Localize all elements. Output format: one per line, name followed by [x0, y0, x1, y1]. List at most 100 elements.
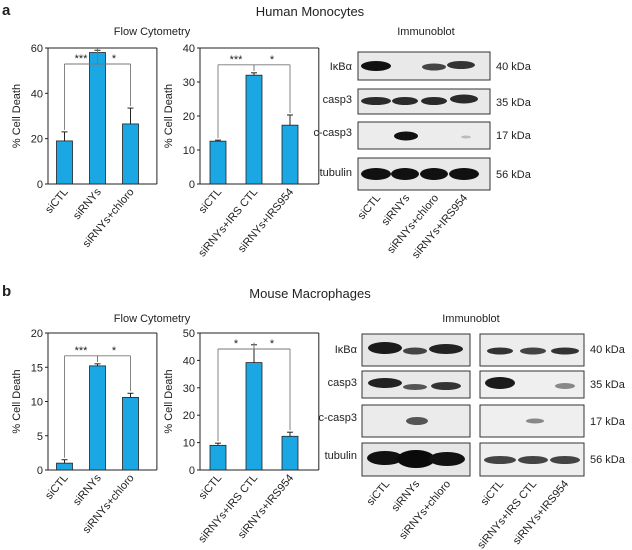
- blot-band: [520, 347, 546, 355]
- blot-band: [447, 61, 475, 69]
- blot-band: [361, 97, 391, 105]
- kda-label: 40 kDa: [496, 61, 532, 73]
- panel-b-flow-title: Flow Cytometry: [114, 313, 191, 325]
- kda-label: 17 kDa: [496, 130, 532, 142]
- blot-a-row-label: c-casp3: [313, 127, 352, 139]
- blot-strip: [479, 404, 585, 438]
- x-tick-label: siCTL: [43, 186, 71, 216]
- y-axis-label: % Cell Death: [163, 369, 175, 433]
- blot-lane-label: siRNYs+IRS954: [511, 478, 571, 547]
- kda-label: 35 kDa: [590, 379, 626, 391]
- blot-band: [429, 344, 463, 354]
- blot-band: [403, 384, 427, 390]
- blot-band: [361, 168, 391, 180]
- blot-band: [429, 452, 465, 466]
- blot-b: IκBα casp3 c-casp3 tubulin 4: [318, 333, 626, 550]
- x-tick-label: siCTL: [43, 472, 71, 502]
- blot-band: [555, 383, 575, 389]
- y-tick-label: 0: [189, 465, 195, 477]
- y-tick-label: 20: [31, 328, 43, 340]
- y-tick-label: 60: [31, 43, 43, 55]
- y-axis-label: % Cell Death: [11, 369, 23, 433]
- blot-strip: [361, 404, 471, 438]
- panel-a-blot-title: Immunoblot: [397, 26, 454, 38]
- panel-a-title: Human Monocytes: [256, 4, 365, 19]
- sig-label: *: [270, 54, 275, 66]
- blot-b-row-label: IκBα: [335, 344, 358, 356]
- bar: [56, 140, 73, 185]
- bar: [122, 396, 139, 471]
- bar: [56, 462, 73, 471]
- x-tick-label: siRNYs: [71, 472, 104, 508]
- sig-label: *: [112, 53, 117, 65]
- y-tick-label: 50: [183, 328, 195, 340]
- blot-b-row-label: casp3: [328, 377, 357, 389]
- y-tick-label: 10: [183, 438, 195, 450]
- blot-band: [403, 347, 427, 355]
- blot-band: [484, 456, 516, 464]
- blot-a-row-label: casp3: [323, 94, 352, 106]
- blot-band: [361, 61, 391, 71]
- sig-label: ***: [75, 345, 89, 357]
- bar: [122, 123, 139, 185]
- blot-b-row-label: tubulin: [325, 450, 357, 462]
- kda-label: 35 kDa: [496, 97, 532, 109]
- blot-a-row-label: IκBα: [330, 61, 353, 73]
- y-tick-label: 0: [37, 179, 43, 191]
- blot-a-row-label: tubulin: [320, 167, 352, 179]
- blot-band: [420, 168, 448, 180]
- sig-label: ***: [75, 53, 89, 65]
- blot-band: [526, 418, 544, 424]
- y-tick-label: 10: [31, 397, 43, 409]
- y-tick-label: 0: [37, 465, 43, 477]
- sig-label: *: [234, 338, 239, 350]
- blot-lane-label: siCTL: [479, 478, 507, 508]
- panel-a-flow-title: Flow Cytometry: [114, 26, 191, 38]
- blot-lane-label: siRNYs+IRS CTL: [475, 478, 539, 550]
- blot-lane-label: siCTL: [365, 478, 393, 508]
- blot-band: [391, 168, 419, 180]
- bar: [209, 444, 227, 471]
- blot-strip: [357, 121, 491, 150]
- sig-label: *: [270, 338, 275, 350]
- blot-band: [422, 63, 446, 71]
- blot-band: [392, 97, 418, 105]
- y-tick-label: 30: [183, 77, 195, 89]
- blot-band: [449, 168, 479, 180]
- y-tick-label: 40: [183, 43, 195, 55]
- panel-a-letter: a: [2, 2, 11, 19]
- blot-band: [367, 451, 403, 465]
- kda-label: 17 kDa: [590, 416, 626, 428]
- kda-label: 56 kDa: [496, 169, 532, 181]
- blot-a: IκBα casp3 c-casp3 tubulin 40 kDa 35 kDa…: [313, 51, 532, 261]
- sig-label: *: [112, 345, 117, 357]
- kda-label: 40 kDa: [590, 344, 626, 356]
- x-tick-label: siCTL: [197, 186, 225, 216]
- blot-band: [406, 417, 428, 425]
- blot-band: [487, 347, 513, 355]
- blot-band: [485, 377, 515, 389]
- y-tick-label: 40: [31, 88, 43, 100]
- panel-b-blot-title: Immunoblot: [442, 313, 499, 325]
- bar: [245, 74, 263, 185]
- kda-label: 56 kDa: [590, 454, 626, 466]
- sig-label: ***: [230, 54, 244, 66]
- bar: [89, 365, 106, 471]
- blot-band: [550, 456, 580, 464]
- y-tick-label: 15: [31, 362, 43, 374]
- blot-b-row-label: c-casp3: [318, 412, 357, 424]
- y-axis-label: % Cell Death: [163, 84, 175, 148]
- x-tick-label: siRNYs: [71, 186, 104, 222]
- blot-band: [397, 450, 435, 468]
- y-tick-label: 20: [31, 134, 43, 146]
- blot-band: [421, 97, 447, 105]
- bar: [209, 140, 227, 185]
- y-tick-label: 5: [37, 431, 43, 443]
- bar: [281, 124, 299, 185]
- y-tick-label: 10: [183, 145, 195, 157]
- y-tick-label: 40: [183, 355, 195, 367]
- blot-band: [461, 135, 471, 139]
- blot-lane-label: siCTL: [356, 192, 384, 222]
